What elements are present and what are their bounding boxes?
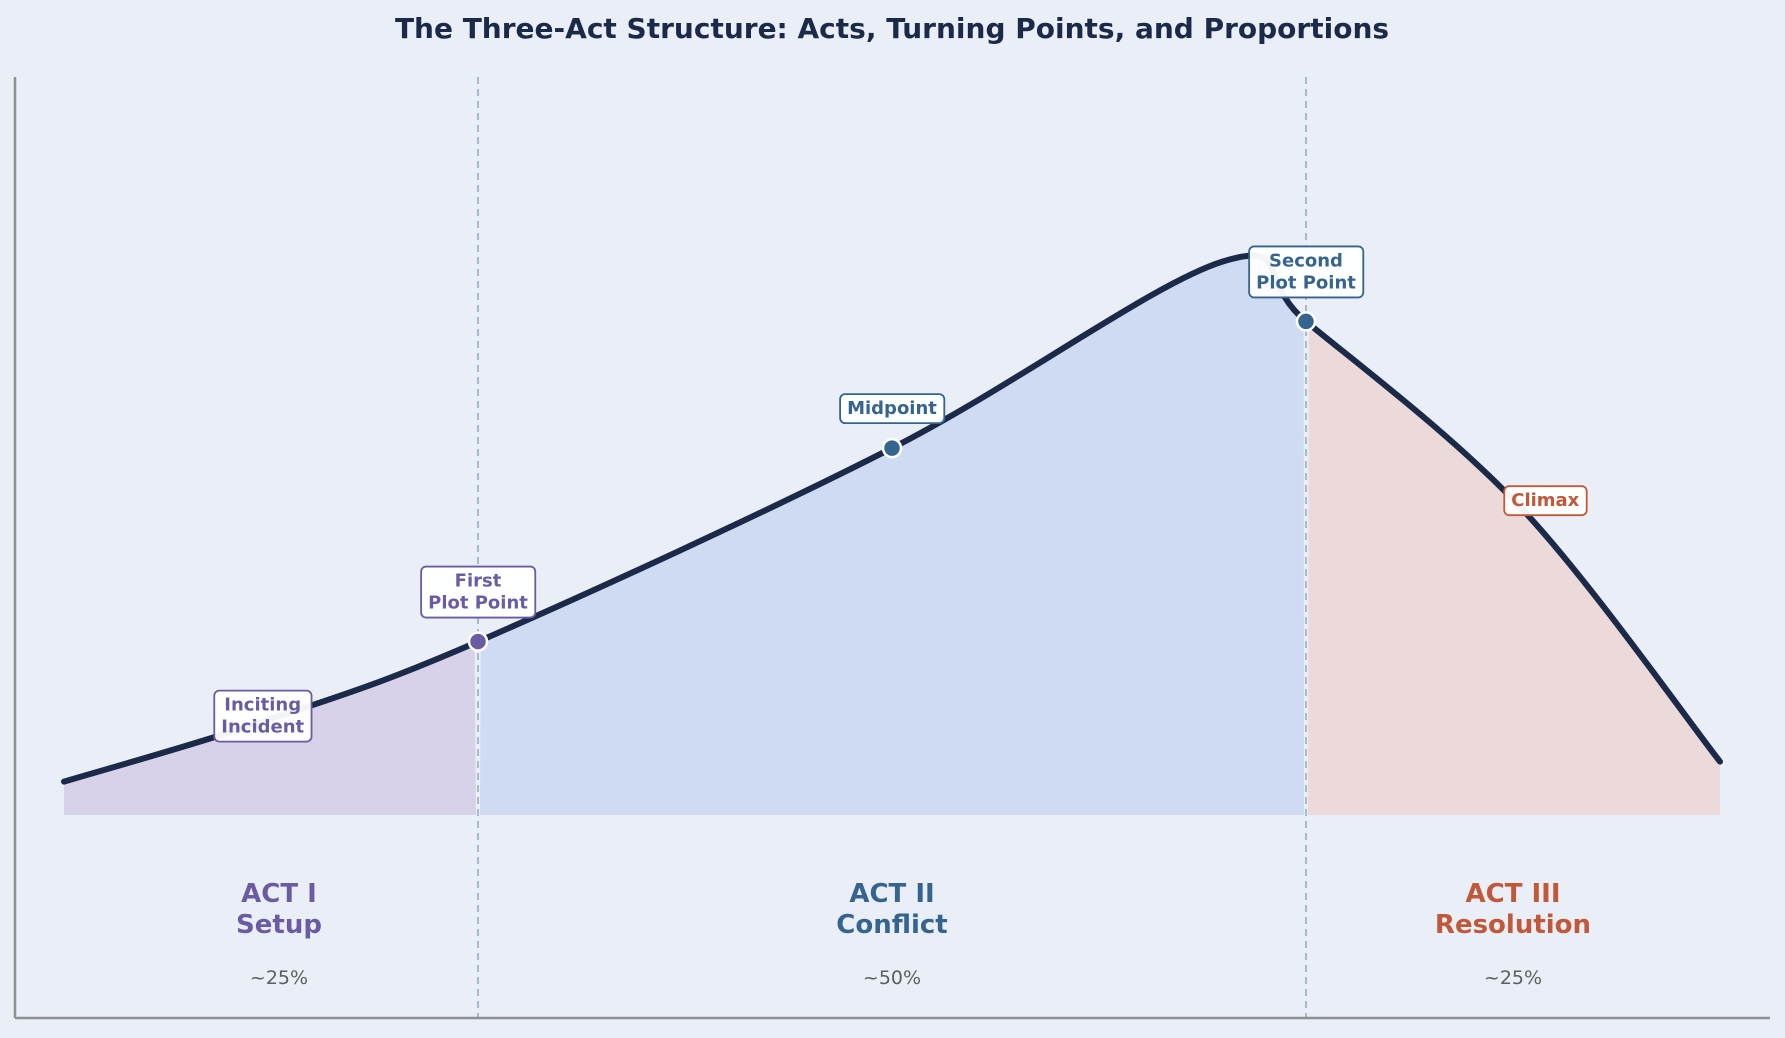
turning-point-label-box bbox=[420, 565, 537, 619]
tension-curve bbox=[61, 252, 1723, 785]
act-1-percent: ~25% bbox=[250, 967, 308, 989]
turning-point-label: Climax bbox=[1503, 485, 1588, 517]
turning-point-label-line1: Climax bbox=[1511, 490, 1579, 511]
diagram-title: The Three-Act Structure: Acts, Turning P… bbox=[395, 12, 1389, 45]
act-2-percent: ~50% bbox=[863, 967, 921, 989]
act-dividers bbox=[477, 77, 1307, 1018]
turning-point-label-line1: First bbox=[455, 571, 502, 592]
turning-point-label-line2: Plot Point bbox=[1256, 272, 1356, 293]
axes bbox=[13, 77, 1770, 1020]
turning-point-label-box bbox=[1248, 245, 1365, 299]
turning-point-label: Midpoint bbox=[839, 393, 946, 425]
act-2-name: ACT II bbox=[849, 879, 934, 909]
turning-point-label-line2: Incident bbox=[221, 717, 304, 738]
turning-point-label-line1: Midpoint bbox=[847, 398, 937, 419]
act-1-subtitle: Setup bbox=[236, 910, 322, 940]
act-1-name: ACT I bbox=[241, 879, 317, 909]
act-3-area bbox=[1308, 323, 1720, 815]
act-3-name: ACT III bbox=[1465, 879, 1560, 909]
turning-point-markers bbox=[467, 311, 1317, 652]
turning-point-marker bbox=[881, 437, 903, 459]
turning-point-label-box bbox=[839, 393, 946, 425]
turning-point-label-box bbox=[1503, 485, 1588, 517]
act-3-percent: ~25% bbox=[1484, 967, 1542, 989]
act-3-subtitle: Resolution bbox=[1435, 910, 1591, 940]
turning-point-marker bbox=[1295, 311, 1317, 332]
turning-point-label-line1: Second bbox=[1269, 250, 1343, 271]
act-2-area bbox=[480, 255, 1304, 816]
act-area-fills bbox=[64, 255, 1720, 816]
turning-point-label-line2: Plot Point bbox=[428, 593, 528, 614]
act-labels: ACT I Setup ~25% ACT II Conflict ~50% AC… bbox=[236, 879, 1591, 989]
turning-point-label-box bbox=[213, 689, 313, 743]
turning-point-label-line1: Inciting bbox=[224, 695, 301, 716]
turning-point-marker bbox=[467, 631, 489, 652]
act-2-subtitle: Conflict bbox=[836, 910, 947, 940]
